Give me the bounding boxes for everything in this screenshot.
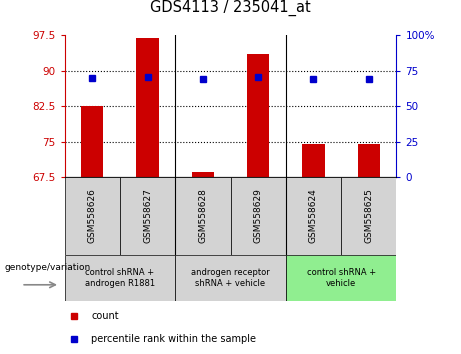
Text: GSM558629: GSM558629 xyxy=(254,188,263,244)
Bar xyxy=(247,54,269,177)
Bar xyxy=(230,177,286,255)
Bar xyxy=(175,255,286,301)
Text: control shRNA +
vehicle: control shRNA + vehicle xyxy=(307,268,376,287)
Bar xyxy=(175,177,230,255)
Text: control shRNA +
androgen R1881: control shRNA + androgen R1881 xyxy=(85,268,155,287)
Text: GSM558627: GSM558627 xyxy=(143,188,152,244)
Bar xyxy=(81,106,103,177)
Bar xyxy=(286,255,396,301)
Text: GSM558628: GSM558628 xyxy=(198,188,207,244)
Bar xyxy=(286,177,341,255)
Bar xyxy=(65,177,120,255)
Bar xyxy=(341,177,396,255)
Text: GDS4113 / 235041_at: GDS4113 / 235041_at xyxy=(150,0,311,16)
Bar xyxy=(358,144,380,177)
Text: genotype/variation: genotype/variation xyxy=(5,263,91,272)
Text: percentile rank within the sample: percentile rank within the sample xyxy=(91,334,256,344)
Text: androgen receptor
shRNA + vehicle: androgen receptor shRNA + vehicle xyxy=(191,268,270,287)
Text: GSM558624: GSM558624 xyxy=(309,189,318,243)
Bar xyxy=(136,38,159,177)
Bar xyxy=(302,144,325,177)
Text: GSM558625: GSM558625 xyxy=(364,188,373,244)
Text: count: count xyxy=(91,311,119,321)
Bar xyxy=(120,177,175,255)
Text: GSM558626: GSM558626 xyxy=(88,188,97,244)
Bar xyxy=(65,255,175,301)
Bar xyxy=(192,172,214,177)
